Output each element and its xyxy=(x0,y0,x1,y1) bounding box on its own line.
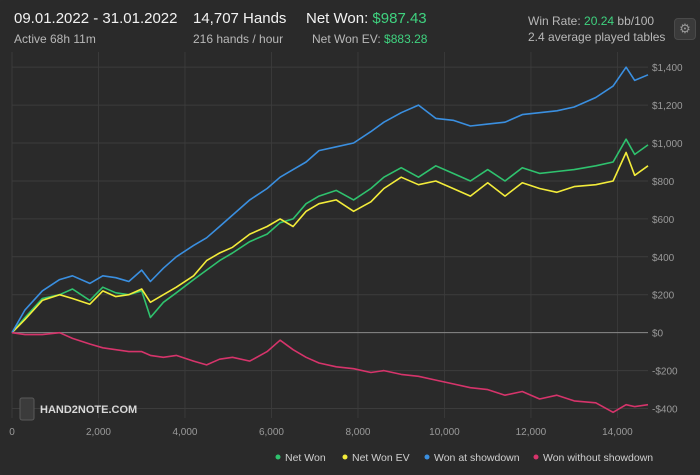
hands-rate: 216 hands / hour xyxy=(193,32,284,46)
x-axis-labels: 0 2,000 4,000 6,000 8,000 10,000 12,000 14,000 xyxy=(9,427,633,438)
hands-count: 14,707 Hands xyxy=(193,10,287,27)
legend-marker-icon xyxy=(342,454,348,460)
date-range[interactable]: 09.01.2022 - 31.01.2022 xyxy=(14,10,178,27)
series-lines xyxy=(11,66,649,414)
y-tick-label: $400 xyxy=(652,253,675,264)
y-tick-label: $1,200 xyxy=(652,101,683,112)
logo-text: HAND2NOTE.COM xyxy=(40,404,137,416)
y-axis-labels: -$400 -$200 $0 $200 $400 $600 $800 $1,000 $1,200… xyxy=(652,63,683,415)
series-line-won-without-showdown xyxy=(11,331,649,414)
x-tick-label: 4,000 xyxy=(172,427,197,438)
y-tick-label: $1,000 xyxy=(652,139,683,150)
active-time: Active 68h 11m xyxy=(14,32,96,46)
series-line-won-at-showdown xyxy=(11,66,649,334)
win-rate-label: Win Rate: xyxy=(528,14,581,28)
average-tables: 2.4 average played tables xyxy=(528,30,666,44)
series-line-net-won-ev xyxy=(11,151,649,334)
y-tick-label: $800 xyxy=(652,177,675,188)
legend-label[interactable]: Won without showdown xyxy=(543,452,653,464)
net-won-value: $987.43 xyxy=(372,10,427,27)
x-tick-label: 0 xyxy=(9,427,15,438)
y-tick-label: $600 xyxy=(652,215,675,226)
y-tick-label: $200 xyxy=(652,291,675,302)
chart-legend: Net Won Net Won EV Won at showdown Won with… xyxy=(275,452,653,464)
net-won-ev: Net Won EV: $883.28 xyxy=(312,32,427,46)
net-won: Net Won: $987.43 xyxy=(306,10,427,27)
legend-label[interactable]: Net Won EV xyxy=(352,452,410,464)
win-rate-value: 20.24 xyxy=(584,14,615,28)
legend-label[interactable]: Won at showdown xyxy=(434,452,520,464)
net-won-label: Net Won: xyxy=(306,10,369,27)
y-tick-label: $1,400 xyxy=(652,63,683,74)
win-rate: Win Rate: 20.24 bb/100 xyxy=(528,14,654,28)
y-tick-label: -$200 xyxy=(652,367,678,378)
x-tick-label: 2,000 xyxy=(86,427,111,438)
net-won-ev-value: $883.28 xyxy=(384,32,428,46)
y-tick-label: $0 xyxy=(652,329,664,340)
x-tick-label: 12,000 xyxy=(516,427,547,438)
grid-lines xyxy=(11,52,648,418)
x-tick-label: 6,000 xyxy=(259,427,284,438)
legend-marker-icon xyxy=(275,454,281,460)
win-rate-unit: bb/100 xyxy=(617,14,655,28)
logo-mark-icon xyxy=(19,397,35,421)
legend-marker-icon xyxy=(533,454,539,460)
x-tick-label: 10,000 xyxy=(429,427,460,438)
legend-marker-icon xyxy=(424,454,430,460)
hand2note-logo: HAND2NOTE.COM xyxy=(19,397,137,421)
gear-icon[interactable]: ⚙ xyxy=(674,18,696,40)
x-tick-label: 8,000 xyxy=(345,427,370,438)
legend-label[interactable]: Net Won xyxy=(285,452,326,464)
net-won-ev-label: Net Won EV: xyxy=(312,32,381,46)
series-line-net-won xyxy=(11,138,649,334)
x-tick-label: 14,000 xyxy=(602,427,633,438)
y-tick-label: -$400 xyxy=(652,405,678,416)
